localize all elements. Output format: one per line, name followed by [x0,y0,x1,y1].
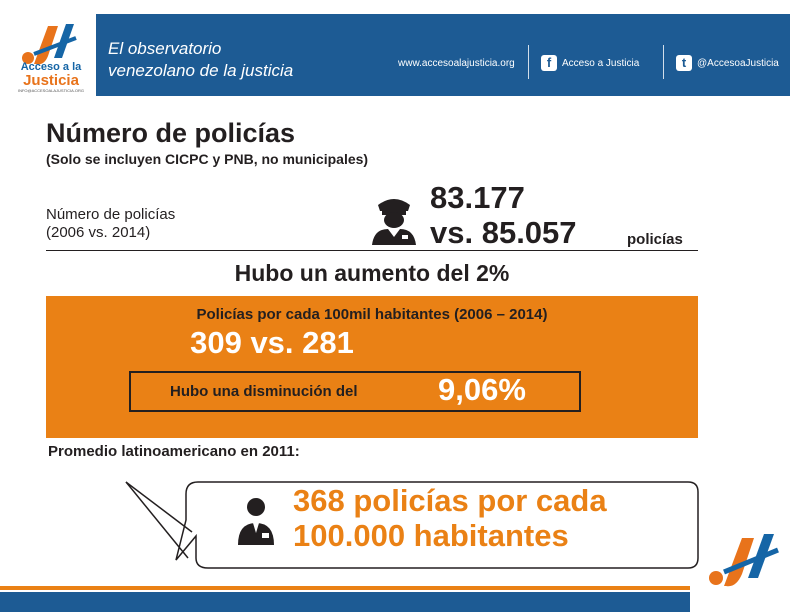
logo-icon [709,534,779,587]
header-banner [96,14,790,96]
facebook-link[interactable]: Acceso a Justicia [562,58,640,69]
tagline: El observatorio venezolano de la justici… [108,38,378,82]
speech-bubble [125,481,699,569]
website-link[interactable]: www.accesoalajusticia.org [398,58,515,69]
logo-line2: Justicia [23,72,79,89]
latam-value-line2: 100.000 habitantes [293,518,569,553]
page-subtitle: (Solo se incluyen CICPC y PNB, no munici… [46,151,369,167]
facebook-icon[interactable]: f [541,55,557,71]
footer-stripe [0,586,690,590]
twitter-link[interactable]: @AccesoaJusticia [697,58,779,69]
header-divider [663,45,664,79]
ratio-heading: Policías por cada 100mil habitantes (200… [196,306,548,323]
tagline-line2: venezolano de la justicia [108,61,294,80]
count-label-line1: Número de policías [46,206,176,223]
logo-line1: Acceso a la [20,61,82,73]
value-2014: vs. 85.057 [430,215,577,250]
ratio-comparison: 309 vs. 281 [190,325,354,360]
value-unit: policías [627,231,683,248]
latam-label: Promedio latinoamericano en 2011: [48,443,300,460]
count-label: Número de policías (2006 vs. 2014) [46,206,175,242]
decrease-value: 9,06% [438,372,526,407]
decrease-box [129,371,581,412]
tagline-line1: El observatorio [108,39,222,58]
ratio-panel [46,296,698,438]
increase-headline: Hubo un aumento del 2% [234,260,510,286]
decrease-label: Hubo una disminución del [170,383,358,400]
person-icon [238,498,274,545]
logo-text: Acceso a la Justicia INFO@ACCESOALAJUSTI… [14,61,88,94]
page-title: Número de policías [46,118,296,148]
latam-value-line1: 368 policías por cada [293,483,607,518]
header-divider [528,45,529,79]
divider [46,250,698,251]
police-officer-icon [372,199,416,245]
count-label-line2: (2006 vs. 2014) [46,224,151,241]
logo-sub: INFO@ACCESOALAJUSTICIA.ORG [17,88,85,93]
value-2006: 83.177 [430,180,525,215]
twitter-icon[interactable]: t [676,55,692,71]
footer-bar [0,592,690,612]
logo-icon [22,24,77,65]
